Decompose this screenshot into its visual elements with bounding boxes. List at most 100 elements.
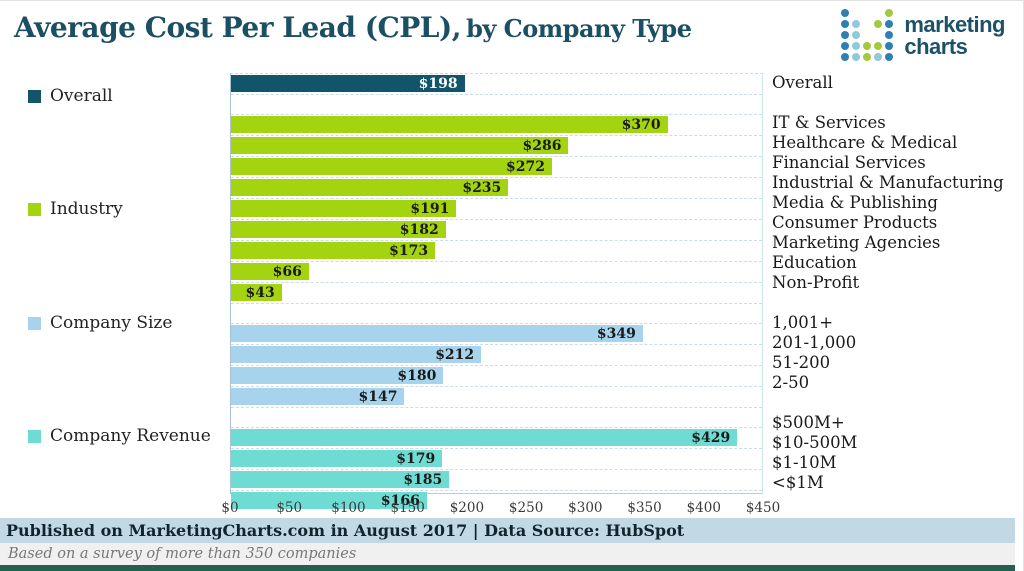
category-label-overall: Overall [772,73,833,92]
category-label-financial-services: Financial Services [772,153,926,172]
bar-201-1-000: $212 [231,346,482,363]
category-label-non-profit: Non-Profit [772,273,860,292]
category-label-1-001: 1,001+ [772,313,834,332]
logo-word-2: charts [904,33,968,59]
bar-row: $43 [231,284,762,304]
legend-swatch-overall-icon [28,89,41,103]
category-label-media-publishing: Media & Publishing [772,193,938,212]
legend-item-overall: Overall [28,86,113,106]
category-label-education: Education [772,253,857,272]
category-label-2-50: 2-50 [772,373,810,392]
x-tick-label: $0 [221,500,239,516]
category-label-it-services: IT & Services [772,113,886,132]
bar-2-50: $147 [231,388,405,405]
logo-dot [885,31,894,39]
footer-note-text: Based on a survey of more than 350 compa… [8,546,357,562]
logo-dot [874,20,883,28]
bar-value-label: $66 [272,263,302,280]
spacer-row [231,408,762,428]
bar-media-publishing: $191 [231,200,457,217]
bar-row: $166 [231,492,762,512]
bar-row: $286 [231,137,762,157]
bar-row: $349 [231,325,762,345]
bar-healthcare-medical: $286 [231,137,569,154]
legend-swatch-industry-icon [28,202,41,216]
logo-dot [863,53,872,61]
x-tick-label: $300 [568,500,603,516]
spacer-row [231,95,762,115]
x-tick-label: $200 [449,500,485,516]
logo-dot [874,53,883,61]
footer-note-band: Based on a survey of more than 350 compa… [0,543,1015,565]
logo-dot [852,42,861,50]
logo-dot [841,31,850,39]
bar-value-label: $185 [403,471,443,488]
bar-financial-services: $272 [231,158,552,175]
bar-row: $182 [231,221,762,241]
legend-swatch-company-revenue-icon [28,429,41,443]
logo-dot [874,42,883,50]
bar-value-label: $179 [396,450,436,467]
spacer-label [772,293,1016,313]
logo-dot [885,20,894,28]
bar-education: $66 [231,263,309,280]
x-tick-label: $450 [745,500,781,516]
bar-row: $272 [231,158,762,178]
x-axis: $0 $50 $100 $150 $200 $250 $300 $350 $400 $450 [221,500,780,522]
plot-rows: $198 $370 $286 $272 $235 $191 $182 $173 $66 $43 $3… [230,73,763,509]
bar-row: $370 [231,116,762,136]
bar-value-label: $429 [691,429,731,446]
bar-row: $147 [231,388,762,408]
legend-item-company-size: Company Size [28,313,172,333]
bar-non-profit: $43 [231,284,282,301]
x-tick-label: $400 [686,500,721,516]
legend-swatch-company-size-icon [28,316,41,330]
bar-chart: Overall Industry Company Size Company Reven… [0,73,1016,519]
footer-source-band: Published on MarketingCharts.com in Augu… [0,518,1015,543]
bar-value-label: $198 [418,75,458,92]
bar-consumer-products: $182 [231,221,446,238]
bar-value-label: $272 [505,158,545,175]
legend-label: Company Size [50,313,173,333]
bar-row: $191 [231,200,762,220]
category-label-500m: $500M+ [772,413,845,432]
category-label-healthcare-medical: Healthcare & Medical [772,133,958,152]
legend-label: Overall [50,86,113,106]
x-tick-label: $150 [390,500,425,516]
x-tick-label: $250 [508,500,544,516]
bar-value-label: $349 [596,325,636,342]
category-label-1m: <$1M [772,473,824,492]
logo-dot [885,42,894,50]
bar-51-200: $180 [231,367,444,384]
category-label-10-500m: $10-500M [772,433,858,452]
logo-dot [852,53,861,61]
logo-dot [852,31,861,39]
bar-value-label: $370 [621,116,661,133]
bar-it-services: $370 [231,116,668,133]
bar-value-label: $182 [399,221,439,238]
category-label-marketing-agencies: Marketing Agencies [772,233,941,252]
bar-value-label: $166 [380,492,420,509]
category-label-201-1-000: 201-1,000 [772,333,857,352]
bar-industrial-manufacturing: $235 [231,179,509,196]
bar-1-10m: $185 [231,471,450,488]
bar-value-label: $43 [245,284,275,301]
legend-label: Industry [50,199,123,219]
bar-row: $235 [231,179,762,199]
legend-item-industry: Industry [28,199,123,219]
bar-row: $180 [231,367,762,387]
bar-row: $179 [231,450,762,470]
bar-value-label: $147 [358,388,398,405]
spacer-row [231,304,762,324]
logo-dot [841,20,850,28]
legend-column: Overall Industry Company Size Company Reven… [0,73,228,493]
spacer-label [772,93,1016,113]
category-label-1-10m: $1-10M [772,453,837,472]
marketingcharts-logo: marketing charts [841,9,1005,62]
bar-value-label: $173 [389,242,429,259]
logo-dots-icon [841,9,894,62]
x-tick-label: $100 [331,500,366,516]
category-label-consumer-products: Consumer Products [772,213,938,232]
bar-row: $173 [231,242,762,262]
